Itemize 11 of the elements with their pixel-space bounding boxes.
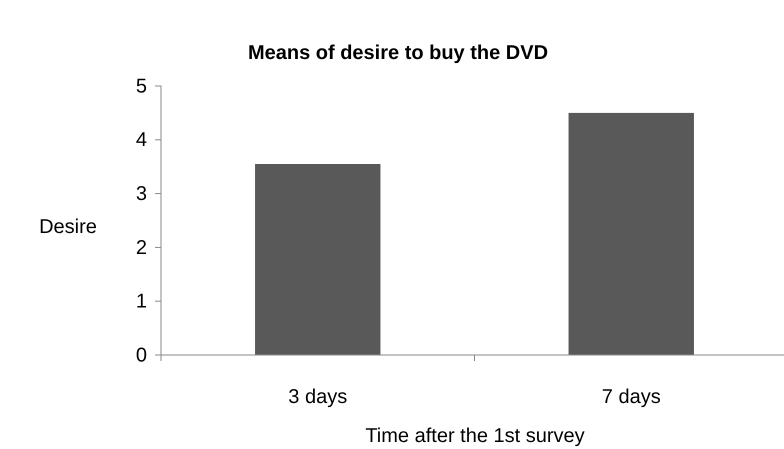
x-tick-label: 3 days [288, 386, 348, 408]
y-tick-label: 0 [136, 344, 147, 366]
y-tick-label: 4 [136, 129, 147, 152]
y-tick-label: 1 [136, 290, 147, 313]
x-tick-label: 7 days [602, 386, 661, 408]
y-tick-label: 3 [136, 183, 147, 205]
x-axis-title: Time after the 1st survey [365, 425, 585, 447]
y-axis-title: Desire [39, 216, 97, 238]
y-tick-label: 2 [136, 236, 147, 259]
chart-title: Means of desire to buy the DVD [248, 42, 548, 64]
y-tick-label: 5 [136, 75, 147, 98]
